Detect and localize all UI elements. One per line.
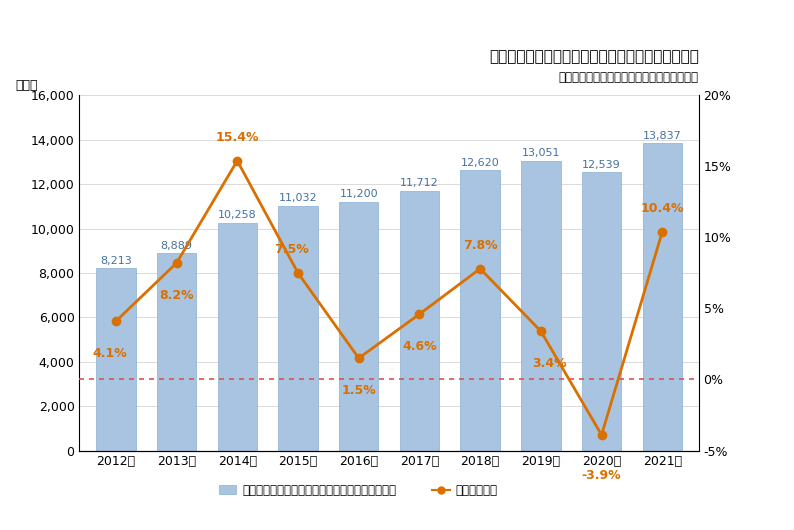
- Text: 7.5%: 7.5%: [275, 243, 310, 256]
- Text: 4.1%: 4.1%: [92, 347, 127, 360]
- Text: 15.4%: 15.4%: [215, 131, 259, 144]
- Bar: [642, 144, 682, 450]
- Bar: [96, 268, 136, 450]
- Text: 12,539: 12,539: [582, 160, 621, 170]
- Text: -3.9%: -3.9%: [582, 469, 622, 482]
- Text: 11,032: 11,032: [279, 193, 318, 203]
- Legend: 大学新卒で建設技術者として就職した学生（人）, 前年比増減率: 大学新卒で建設技術者として就職した学生（人）, 前年比増減率: [214, 479, 502, 501]
- Text: 10.4%: 10.4%: [641, 202, 684, 215]
- Text: 4.6%: 4.6%: [402, 340, 437, 352]
- Bar: [461, 171, 500, 450]
- Text: 8.2%: 8.2%: [160, 288, 194, 302]
- Bar: [399, 191, 439, 450]
- Text: （人）: （人）: [16, 79, 38, 92]
- Text: 10,258: 10,258: [218, 210, 256, 220]
- Text: 7.8%: 7.8%: [463, 238, 498, 252]
- Bar: [157, 253, 196, 450]
- Text: 13,051: 13,051: [522, 148, 560, 158]
- Text: 12,620: 12,620: [461, 158, 499, 168]
- Text: 3.4%: 3.4%: [533, 357, 567, 370]
- Text: 1.5%: 1.5%: [341, 384, 376, 397]
- Text: 11,200: 11,200: [339, 189, 378, 199]
- Text: 8,213: 8,213: [100, 255, 132, 266]
- Text: 11,712: 11,712: [400, 178, 439, 188]
- Bar: [218, 223, 257, 450]
- Bar: [521, 161, 561, 450]
- Text: 出典：文部科学省「学校基本調査」より作成: 出典：文部科学省「学校基本調査」より作成: [559, 70, 699, 84]
- Bar: [582, 172, 622, 450]
- Text: 8,889: 8,889: [160, 241, 193, 251]
- Bar: [278, 206, 318, 450]
- Bar: [339, 202, 379, 450]
- Text: 13,837: 13,837: [643, 131, 682, 141]
- Text: 大学新卒で建設技術者として就職した学生数の推移: 大学新卒で建設技術者として就職した学生数の推移: [489, 49, 699, 64]
